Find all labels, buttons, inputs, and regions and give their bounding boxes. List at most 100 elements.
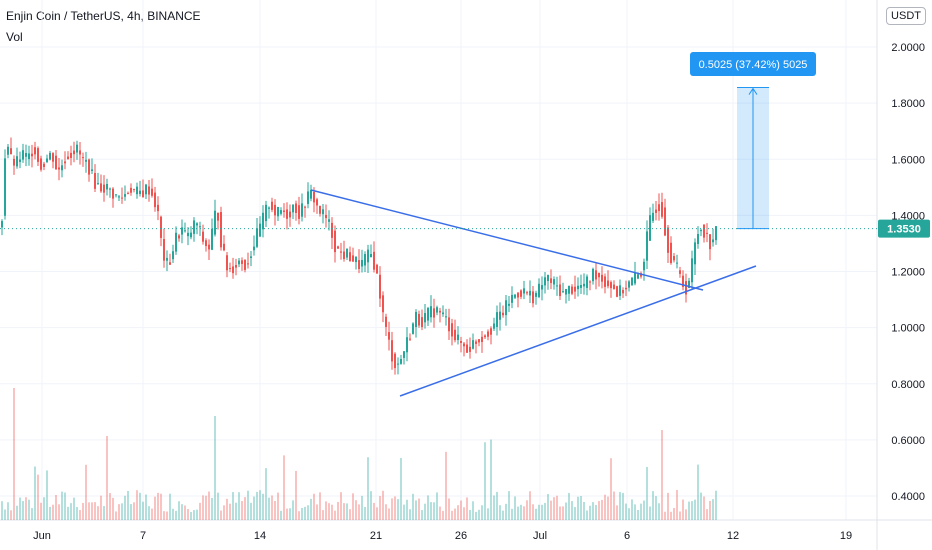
volume-bar: [607, 496, 609, 520]
candle-body: [325, 214, 327, 219]
volume-bar: [688, 501, 690, 520]
price-tick-label: 1.2000: [891, 267, 925, 279]
volume-bar: [271, 495, 273, 520]
volume-bar: [601, 499, 603, 520]
price-tick-label: 0.4000: [891, 491, 925, 503]
volume-bar: [373, 502, 375, 520]
volume-bar: [643, 500, 645, 520]
volume-bar: [625, 503, 627, 520]
volume-bar: [73, 497, 75, 520]
volume-bar: [163, 511, 165, 520]
candle-body: [358, 260, 360, 270]
currency-badge[interactable]: USDT: [886, 7, 926, 25]
candle-body: [253, 246, 255, 251]
candle-body: [523, 288, 525, 294]
volume-bar: [481, 505, 483, 520]
volume-bar: [49, 506, 51, 520]
candle-body: [703, 224, 705, 238]
candle-body: [445, 316, 447, 318]
candle-body: [178, 235, 180, 239]
volume-bar: [88, 502, 90, 520]
volume-bar: [658, 503, 660, 520]
candle-body: [550, 278, 552, 284]
volume-bar: [394, 496, 396, 520]
volume-bar: [166, 511, 168, 520]
candle-body: [616, 286, 618, 297]
volume-bar: [52, 504, 54, 520]
candle-body: [190, 232, 192, 238]
volume-bar: [202, 495, 204, 520]
volume-bar: [397, 499, 399, 520]
candle-body: [481, 336, 483, 342]
candle-body: [463, 343, 465, 347]
candle-body: [37, 148, 39, 162]
volume-bar: [712, 499, 714, 520]
candle-body: [634, 272, 636, 284]
candle-body: [580, 284, 582, 288]
volume-bar: [475, 511, 477, 520]
volume-bar: [229, 503, 231, 520]
candle-body: [79, 150, 81, 155]
volume-bar: [322, 510, 324, 520]
candle-body: [280, 210, 282, 214]
volume-bar: [664, 511, 666, 520]
volume-bar: [19, 497, 21, 520]
volume-bar: [619, 492, 621, 520]
candle-body: [124, 194, 126, 197]
candle-body: [424, 313, 426, 323]
candle-body: [91, 169, 93, 172]
candle-body: [196, 223, 198, 226]
volume-bar: [112, 497, 114, 520]
candle-body: [274, 204, 276, 216]
candle-body: [526, 292, 528, 294]
volume-bar: [301, 507, 303, 520]
candle-body: [472, 340, 474, 349]
candle-body: [187, 232, 189, 237]
volume-bar: [139, 492, 141, 520]
candle-body: [46, 158, 48, 162]
volume-bar: [526, 500, 528, 520]
volume-bar: [391, 498, 393, 520]
volume-bar: [220, 510, 222, 520]
volume-bar: [652, 491, 654, 520]
candle-body: [52, 153, 54, 162]
volume-bar: [217, 492, 219, 520]
volume-bar: [685, 509, 687, 520]
candle-body: [556, 285, 558, 287]
volume-bar: [673, 507, 675, 520]
volume-bar: [190, 511, 192, 520]
volume-bar: [226, 498, 228, 520]
volume-bar: [562, 506, 564, 520]
candle-body: [565, 289, 567, 295]
volume-bar: [337, 501, 339, 520]
candle-body: [265, 204, 267, 222]
candle-body: [475, 341, 477, 344]
volume-bar: [172, 508, 174, 520]
candle-body: [64, 161, 66, 164]
candle-body: [16, 156, 18, 167]
candle-body: [58, 167, 60, 170]
volume-bar: [541, 504, 543, 520]
volume-bar: [250, 502, 252, 520]
candle-body: [622, 290, 624, 294]
measure-label-box: [690, 52, 816, 76]
candle-body: [559, 284, 561, 297]
volume-bar: [313, 493, 315, 520]
volume-bar: [133, 502, 135, 520]
candle-body: [628, 281, 630, 288]
candle-body: [154, 192, 156, 208]
volume-bar: [292, 500, 294, 520]
volume-bar: [244, 497, 246, 520]
candle-body: [121, 197, 123, 199]
candle-body: [661, 202, 663, 217]
candle-body: [34, 147, 36, 155]
time-tick-label: 7: [140, 530, 146, 542]
candle-body: [136, 186, 138, 195]
volume-bar: [421, 510, 423, 520]
volume-bar: [403, 504, 405, 520]
candle-body: [202, 231, 204, 242]
volume-bar: [505, 503, 507, 520]
candle-body: [76, 144, 78, 153]
volume-bar: [238, 492, 240, 520]
